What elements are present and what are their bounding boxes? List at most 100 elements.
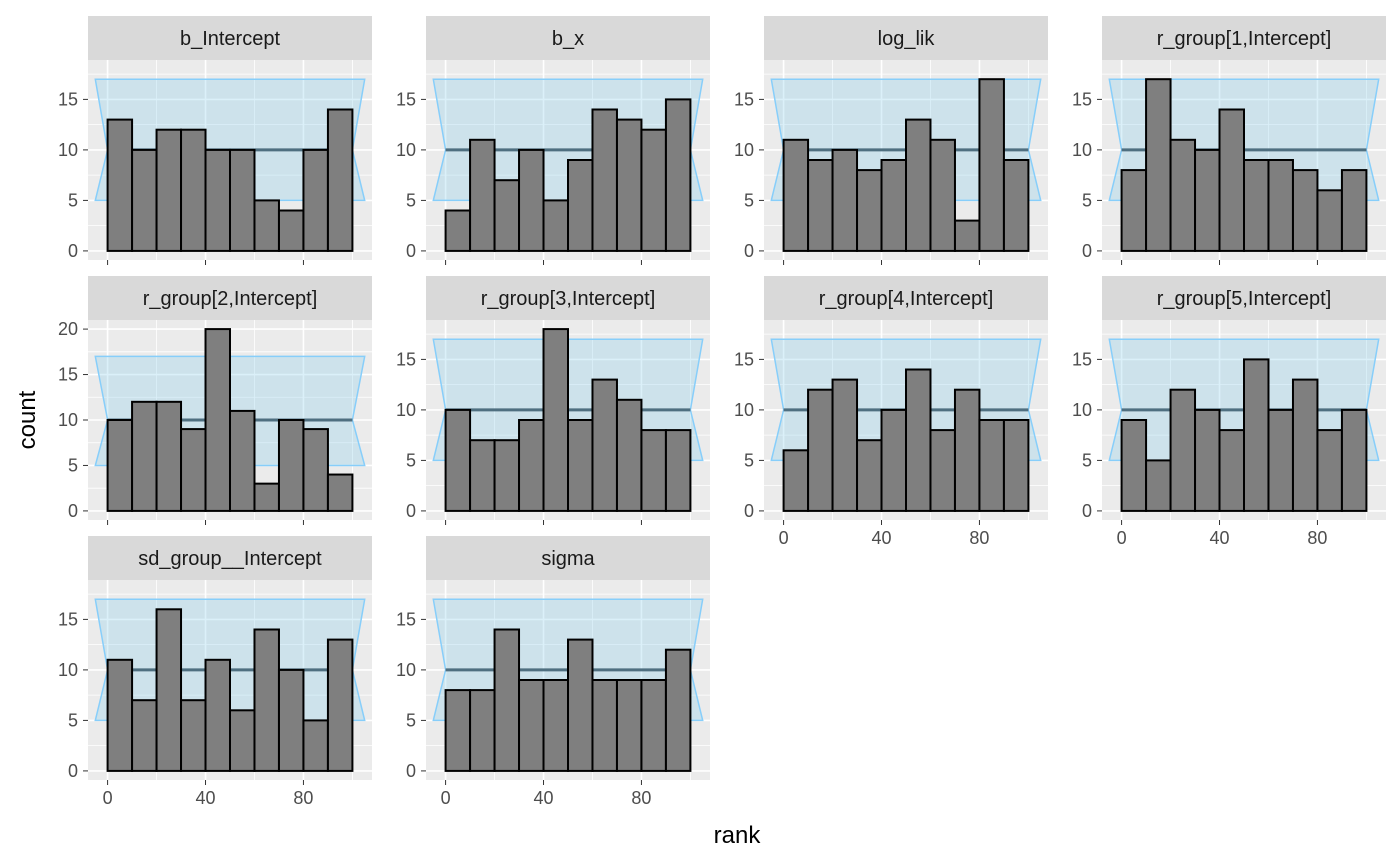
histogram-bar bbox=[905, 368, 932, 512]
histogram-bar bbox=[277, 668, 305, 772]
facet-strip bbox=[88, 16, 372, 60]
y-tick-label: 5 bbox=[68, 190, 78, 210]
y-tick-label: 0 bbox=[744, 501, 754, 521]
facet-strip bbox=[764, 276, 1048, 320]
histogram-bar bbox=[567, 159, 594, 252]
histogram-bar bbox=[782, 449, 810, 512]
histogram-bar bbox=[106, 658, 134, 772]
y-tick-label: 0 bbox=[1082, 241, 1092, 261]
histogram-bar bbox=[229, 709, 256, 772]
y-tick-label: 15 bbox=[58, 609, 78, 629]
histogram-bar bbox=[1145, 78, 1172, 252]
histogram-bar bbox=[180, 699, 207, 772]
histogram-bar bbox=[155, 608, 183, 772]
facet-title: b_Intercept bbox=[180, 28, 281, 50]
histogram-bar bbox=[131, 148, 158, 252]
y-tick-label: 10 bbox=[1072, 140, 1092, 160]
histogram-bar bbox=[664, 648, 692, 772]
histogram-bar bbox=[542, 199, 569, 252]
y-tick-label: 0 bbox=[68, 761, 78, 781]
y-tick-label: 5 bbox=[744, 190, 754, 210]
histogram-bar bbox=[253, 199, 280, 252]
histogram-bar bbox=[1291, 378, 1319, 512]
histogram-bar bbox=[277, 209, 305, 252]
x-tick-label: 0 bbox=[779, 528, 789, 548]
histogram-bar bbox=[253, 628, 280, 772]
y-tick-label: 5 bbox=[1082, 450, 1092, 470]
histogram-bar bbox=[567, 638, 594, 772]
facet-strip bbox=[1102, 276, 1386, 320]
facet-title: r_group[4,Intercept] bbox=[819, 288, 994, 310]
y-tick-label: 15 bbox=[734, 89, 754, 109]
x-tick-label: 40 bbox=[872, 528, 892, 548]
y-tick-label: 10 bbox=[396, 660, 416, 680]
facet-title: b_x bbox=[552, 28, 584, 50]
y-tick-label: 15 bbox=[396, 609, 416, 629]
histogram-bar bbox=[229, 148, 256, 252]
histogram-bar bbox=[856, 439, 883, 512]
y-tick-label: 0 bbox=[406, 761, 416, 781]
histogram-bar bbox=[1316, 189, 1343, 252]
histogram-bar bbox=[131, 400, 158, 512]
histogram-bar bbox=[1145, 459, 1172, 512]
y-tick-label: 5 bbox=[68, 455, 78, 475]
histogram-bar bbox=[106, 118, 134, 252]
histogram-bar bbox=[1002, 159, 1030, 252]
facet-strip bbox=[88, 276, 372, 320]
histogram-bar bbox=[591, 378, 618, 512]
facet-title: r_group[1,Intercept] bbox=[1157, 28, 1332, 50]
histogram-bar bbox=[1218, 108, 1245, 252]
facet-strip bbox=[764, 16, 1048, 60]
histogram-bar bbox=[518, 148, 545, 252]
facet-panel: r_group[3,Intercept] 0 5 10 15 bbox=[396, 276, 710, 525]
histogram-bar bbox=[782, 138, 810, 252]
histogram-bar bbox=[807, 388, 834, 512]
y-tick-label: 0 bbox=[68, 241, 78, 261]
histogram-bar bbox=[302, 719, 329, 772]
histogram-bar bbox=[518, 419, 545, 512]
y-tick-label: 10 bbox=[1072, 400, 1092, 420]
histogram-bar bbox=[929, 429, 956, 512]
histogram-bar bbox=[640, 429, 667, 512]
histogram-bar bbox=[1291, 169, 1319, 252]
histogram-bar bbox=[204, 148, 232, 252]
histogram-bar bbox=[978, 78, 1005, 252]
facet-strip bbox=[1102, 16, 1386, 60]
histogram-bar bbox=[1169, 388, 1197, 512]
histogram-bar bbox=[542, 328, 569, 512]
histogram-bar bbox=[180, 128, 207, 252]
y-tick-label: 15 bbox=[58, 365, 78, 385]
y-tick-label: 0 bbox=[406, 501, 416, 521]
facet-strip bbox=[426, 16, 710, 60]
y-tick-label: 5 bbox=[406, 710, 416, 730]
histogram-bar bbox=[1267, 159, 1294, 252]
histogram-bar bbox=[591, 679, 618, 772]
histogram-bar bbox=[469, 138, 496, 252]
x-tick-label: 80 bbox=[969, 528, 989, 548]
y-tick-label: 10 bbox=[734, 400, 754, 420]
y-tick-label: 10 bbox=[58, 140, 78, 160]
facet-title: sigma bbox=[541, 548, 595, 570]
facet-panel: r_group[2,Intercept] 0 5 10 15 20 bbox=[58, 276, 372, 525]
y-tick-label: 10 bbox=[58, 660, 78, 680]
histogram-bar bbox=[326, 108, 354, 252]
histogram-bar bbox=[1194, 148, 1221, 252]
histogram-bar bbox=[106, 419, 134, 512]
histogram-bar bbox=[880, 408, 907, 512]
histogram-bar bbox=[444, 209, 472, 252]
y-tick-label: 5 bbox=[68, 710, 78, 730]
histogram-bar bbox=[326, 473, 354, 512]
facet-title: r_group[2,Intercept] bbox=[143, 288, 318, 310]
histogram-bar bbox=[1002, 419, 1030, 512]
x-tick-label: 40 bbox=[196, 788, 216, 808]
y-tick-label: 10 bbox=[58, 410, 78, 430]
histogram-bar bbox=[493, 628, 521, 772]
x-tick-label: 80 bbox=[631, 788, 651, 808]
histogram-bar bbox=[518, 679, 545, 772]
histogram-bar bbox=[542, 679, 569, 772]
histogram-bar bbox=[664, 429, 692, 512]
histogram-bar bbox=[155, 128, 183, 252]
histogram-bar bbox=[229, 409, 256, 512]
facet-title: sd_group__Intercept bbox=[138, 548, 322, 570]
